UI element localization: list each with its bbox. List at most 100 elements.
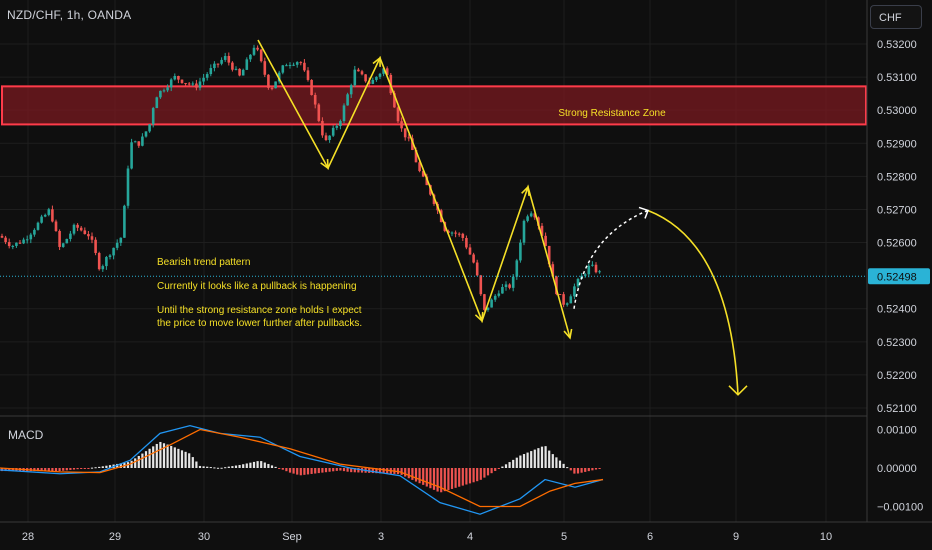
macd-histogram-bar (317, 468, 320, 474)
macd-histogram-bar (555, 457, 558, 468)
macd-histogram-bar (285, 468, 288, 472)
time-tick-label: 29 (109, 531, 121, 543)
note-bearish-pattern: Bearish trend pattern (157, 257, 250, 268)
macd-tick-label: 0.00100 (877, 425, 917, 437)
macd-line (0, 424, 604, 515)
macd-histogram-bar (4, 468, 7, 472)
candle (0, 233, 4, 239)
macd-histogram-bar (357, 468, 360, 473)
candle (385, 66, 389, 76)
macd-histogram-bar (162, 443, 166, 468)
time-axis[interactable]: 28 29 30 Sep 3 4 5 6 9 10 (22, 531, 832, 543)
candle (144, 131, 148, 138)
macd-histogram-bar (33, 468, 36, 472)
last-price-label: 0.52498 (877, 271, 917, 283)
price-tick-label: 0.52400 (877, 304, 917, 316)
candle (400, 117, 403, 132)
price-tick-label: 0.52200 (877, 370, 917, 382)
macd-histogram-bar (540, 446, 544, 468)
macd-histogram-bar (256, 461, 259, 468)
macd-histogram-bar (447, 468, 450, 491)
candle (202, 73, 205, 86)
macd-axis[interactable]: 0.00100 0.00000 −0.00100 (877, 425, 923, 514)
macd-histogram-bar (116, 463, 119, 468)
macd-histogram-bar (303, 468, 306, 475)
macd-histogram-bar (371, 468, 374, 474)
candle (231, 61, 234, 72)
macd-histogram-bar (440, 468, 443, 493)
macd-histogram-bar (490, 468, 493, 474)
macd-histogram-bar (458, 468, 461, 487)
macd-histogram-bar (332, 468, 335, 472)
macd-tick-label: 0.00000 (877, 463, 917, 475)
macd-histogram-bar (130, 460, 133, 468)
macd-histogram-bar (8, 468, 11, 472)
macd-histogram-bar (562, 463, 565, 468)
candle (169, 78, 173, 92)
candle (166, 84, 169, 93)
candle (353, 65, 357, 87)
candle (69, 230, 72, 242)
macd-histogram-bar (98, 466, 101, 468)
price-candles (0, 44, 601, 312)
candle (267, 74, 270, 90)
time-tick-label: 3 (378, 531, 384, 543)
macd-histogram-bar (551, 454, 554, 468)
macd-histogram-bar (425, 468, 428, 487)
macd-histogram-bar (429, 468, 432, 489)
candle (461, 232, 465, 242)
zigzag-arrowhead (320, 159, 329, 170)
candle (450, 231, 454, 237)
macd-histogram-bar (267, 463, 270, 468)
candle (79, 226, 83, 232)
macd-histogram-bar (245, 463, 248, 468)
macd-histogram-bar (314, 468, 317, 474)
candle (249, 54, 252, 62)
macd-histogram-bar (62, 468, 65, 471)
macd-histogram-bar (544, 446, 547, 468)
currency-button[interactable]: CHF (870, 5, 922, 29)
candle (544, 232, 547, 247)
macd-histogram-bar (36, 468, 40, 472)
candle (576, 277, 580, 290)
candle (457, 232, 461, 237)
candle (123, 204, 126, 238)
macd-pane-title: MACD (8, 428, 44, 442)
macd-histogram-bar (598, 468, 601, 469)
candle (303, 59, 306, 72)
candle (339, 119, 342, 130)
candle (119, 237, 123, 246)
candle (591, 261, 594, 267)
macd-histogram-bar (44, 468, 47, 472)
zigzag-arrowheads (320, 56, 573, 340)
macd-histogram-bar (238, 464, 241, 468)
candle (184, 82, 187, 86)
candle (468, 244, 472, 255)
candle (274, 81, 277, 89)
resistance-zone (1, 85, 867, 126)
candle (61, 242, 65, 248)
note-pullback: Currently it looks like a pullback is ha… (157, 281, 357, 292)
macd-histogram-bar (144, 451, 148, 468)
candle (213, 61, 216, 72)
candle (331, 125, 335, 137)
candle (375, 76, 378, 82)
price-axis[interactable]: 0.53200 0.53100 0.53000 0.52900 0.52800 0.527… (877, 39, 917, 415)
macd-histogram-bar (278, 468, 281, 469)
candle (187, 82, 191, 87)
candle (357, 67, 360, 72)
macd-histogram-bar (422, 468, 425, 485)
candle (418, 160, 421, 173)
macd-histogram-bar (432, 468, 436, 490)
candle (97, 251, 101, 271)
macd-histogram-bar (299, 468, 302, 476)
candle (205, 72, 209, 81)
macd-histogram-bar (11, 468, 14, 472)
macd-histogram-bar (198, 465, 202, 468)
candle (47, 207, 51, 217)
macd-histogram-bar (566, 467, 569, 469)
candle (7, 238, 11, 249)
macd-histogram-bar (80, 468, 83, 469)
candle (162, 88, 166, 93)
